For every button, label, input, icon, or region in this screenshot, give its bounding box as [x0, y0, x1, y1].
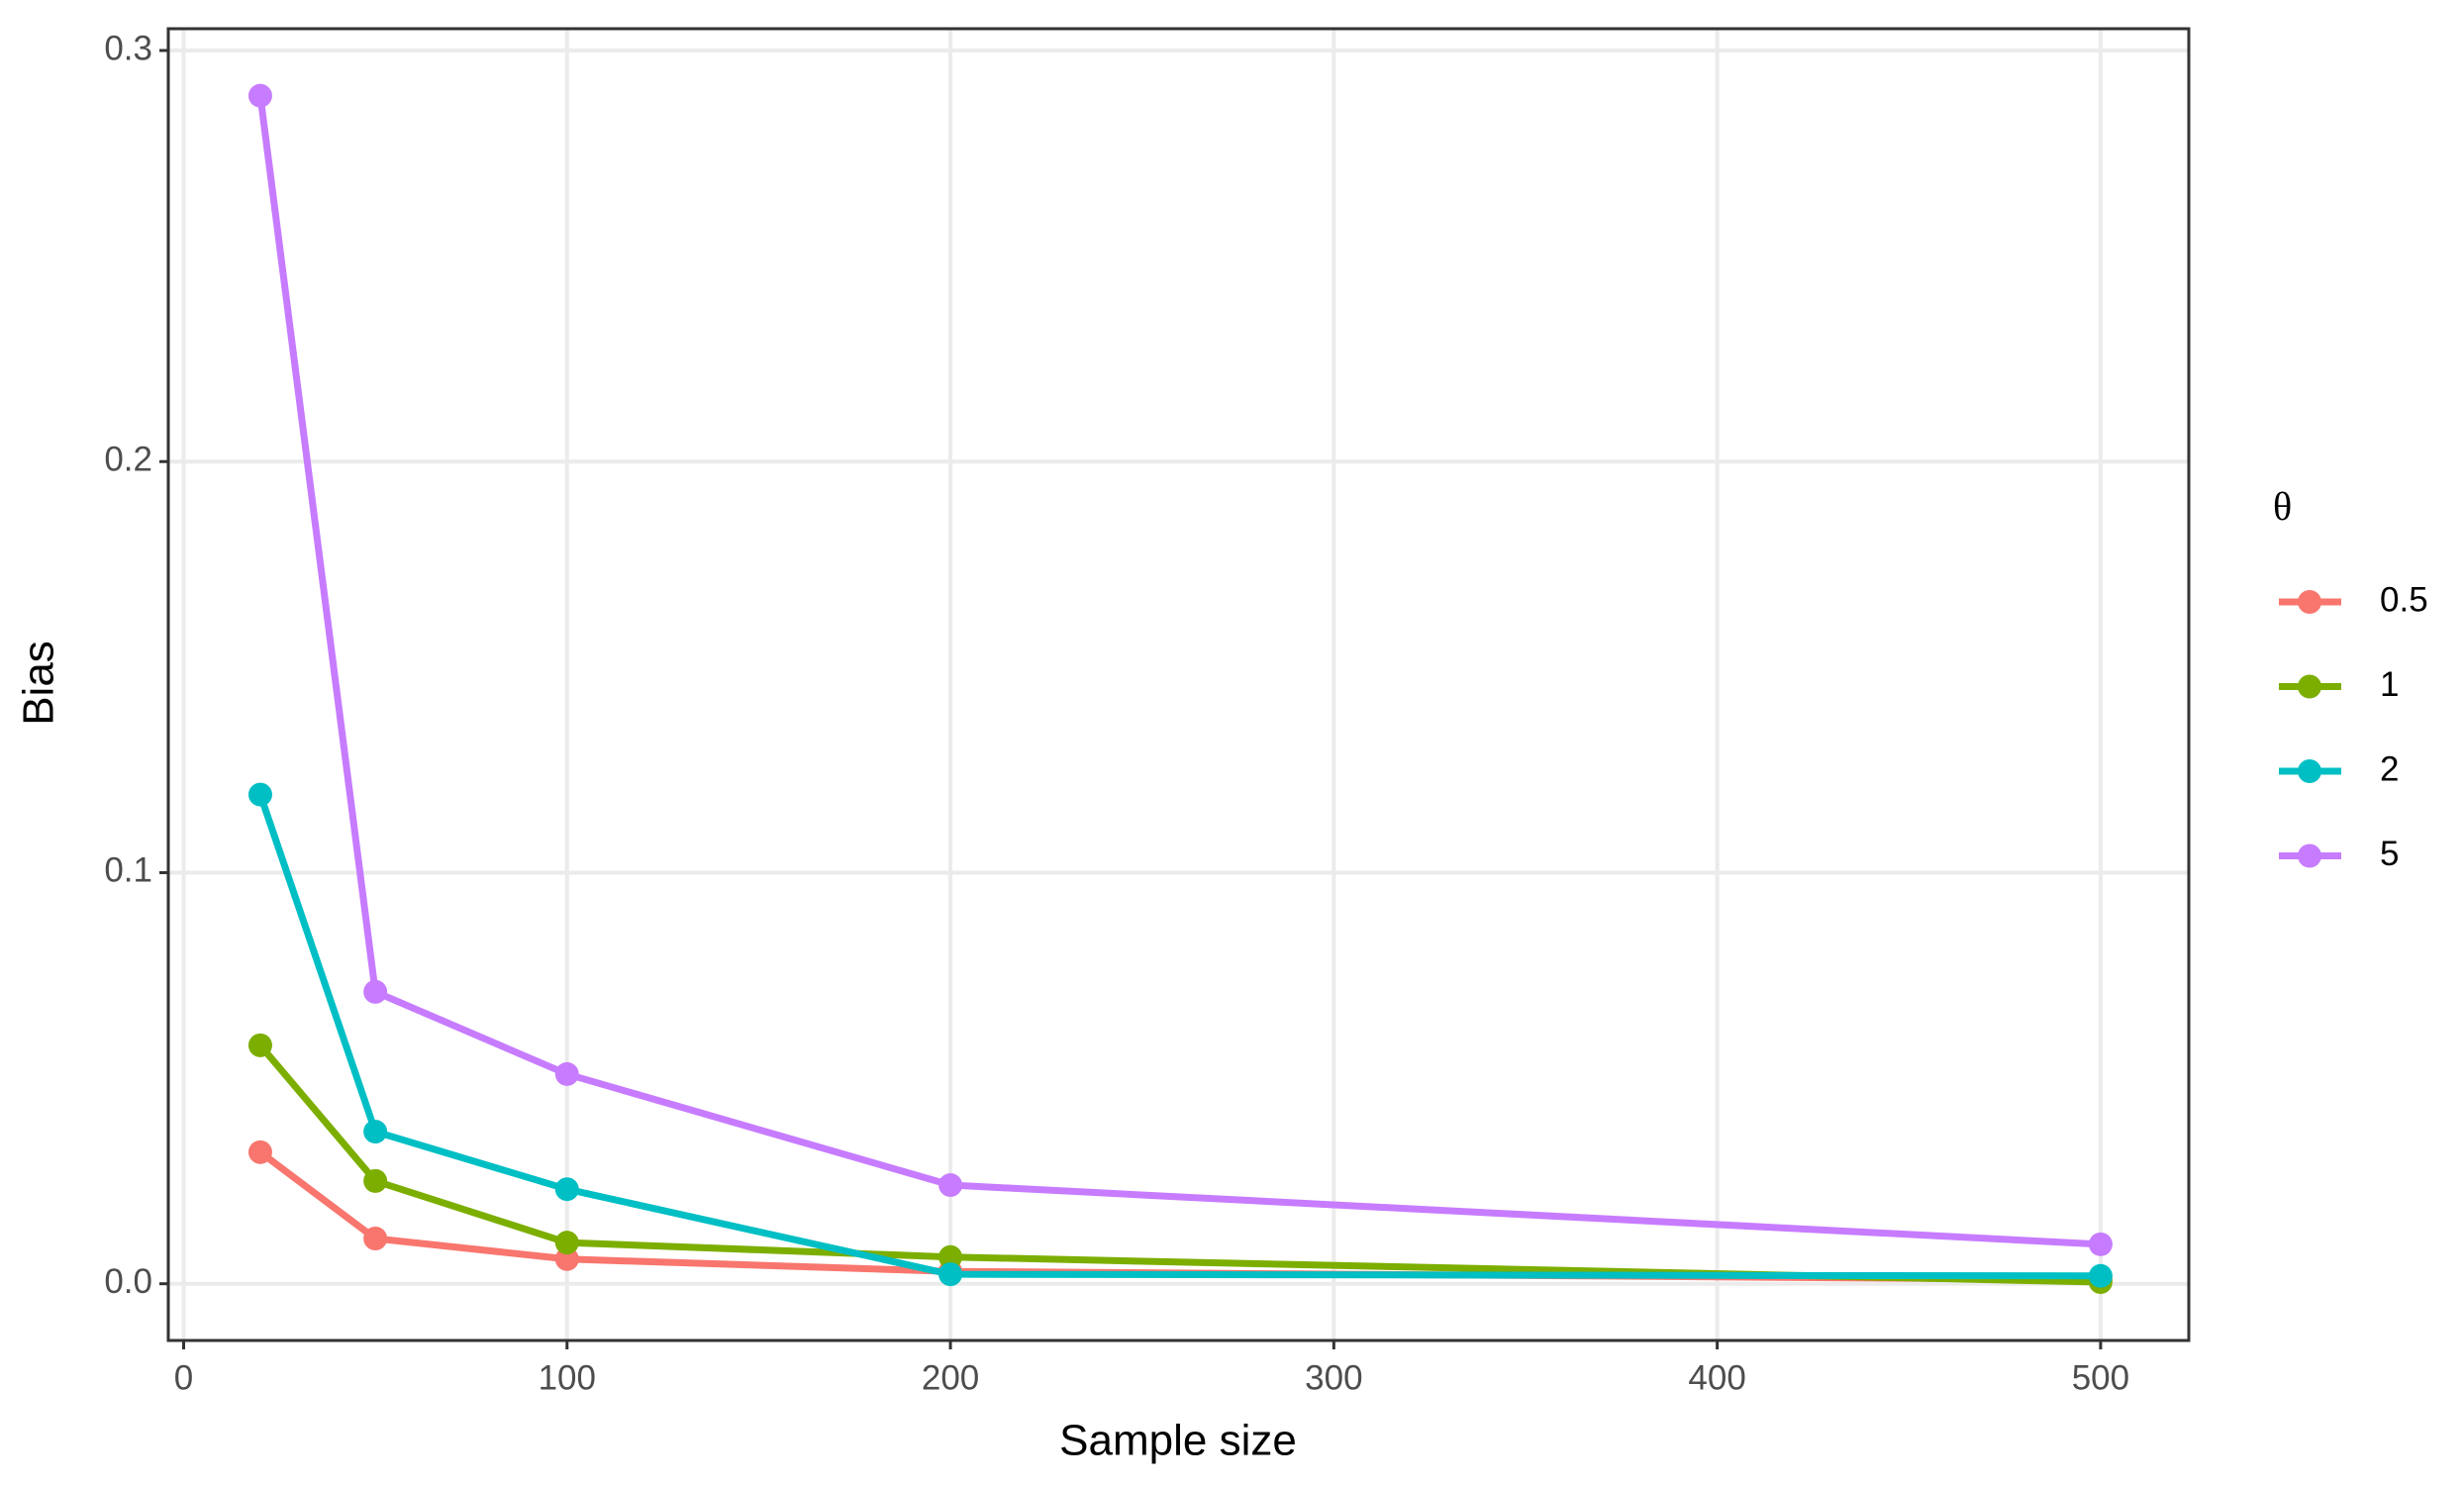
legend-label: 1 [2380, 665, 2399, 704]
legend-label: 0.5 [2380, 580, 2428, 619]
data-point [363, 1168, 388, 1193]
y-axis-title: Bias [15, 641, 63, 726]
x-tick-label: 400 [1688, 1358, 1745, 1397]
panel-border [166, 27, 2191, 1342]
legend-label: 2 [2380, 749, 2399, 788]
x-tick-label: 300 [1305, 1358, 1362, 1397]
data-point [363, 1120, 388, 1144]
data-point [2088, 1263, 2113, 1288]
y-tick-label: 0.3 [104, 29, 152, 67]
x-tick-label: 100 [539, 1358, 596, 1397]
x-axis-title: Sample size [1059, 1417, 1297, 1465]
legend-key-point [2298, 843, 2321, 868]
data-point [247, 782, 272, 807]
data-point [2088, 1232, 2113, 1256]
legend-key-point [2298, 590, 2321, 614]
legend-key-point [2298, 674, 2321, 699]
legend-label: 5 [2380, 835, 2399, 873]
data-point [554, 1246, 579, 1271]
x-tick-label: 0 [174, 1358, 193, 1397]
data-point [938, 1262, 963, 1287]
y-tick-label: 0.1 [104, 851, 152, 890]
data-point [554, 1061, 579, 1086]
data-point [938, 1244, 963, 1269]
data-point [247, 83, 272, 108]
y-tick-label: 0.0 [104, 1262, 152, 1301]
data-point [247, 1139, 272, 1164]
y-tick-label: 0.2 [104, 440, 152, 478]
data-point [363, 979, 388, 1004]
data-point [554, 1177, 579, 1202]
data-point [363, 1227, 388, 1251]
x-tick-label: 500 [2072, 1358, 2129, 1397]
data-point [554, 1231, 579, 1255]
panel [168, 29, 2189, 1340]
legend-key-point [2298, 759, 2321, 783]
legend-title: θ [2273, 484, 2292, 529]
data-point [247, 1033, 272, 1057]
x-tick-label: 200 [922, 1358, 979, 1397]
data-point [938, 1173, 963, 1198]
